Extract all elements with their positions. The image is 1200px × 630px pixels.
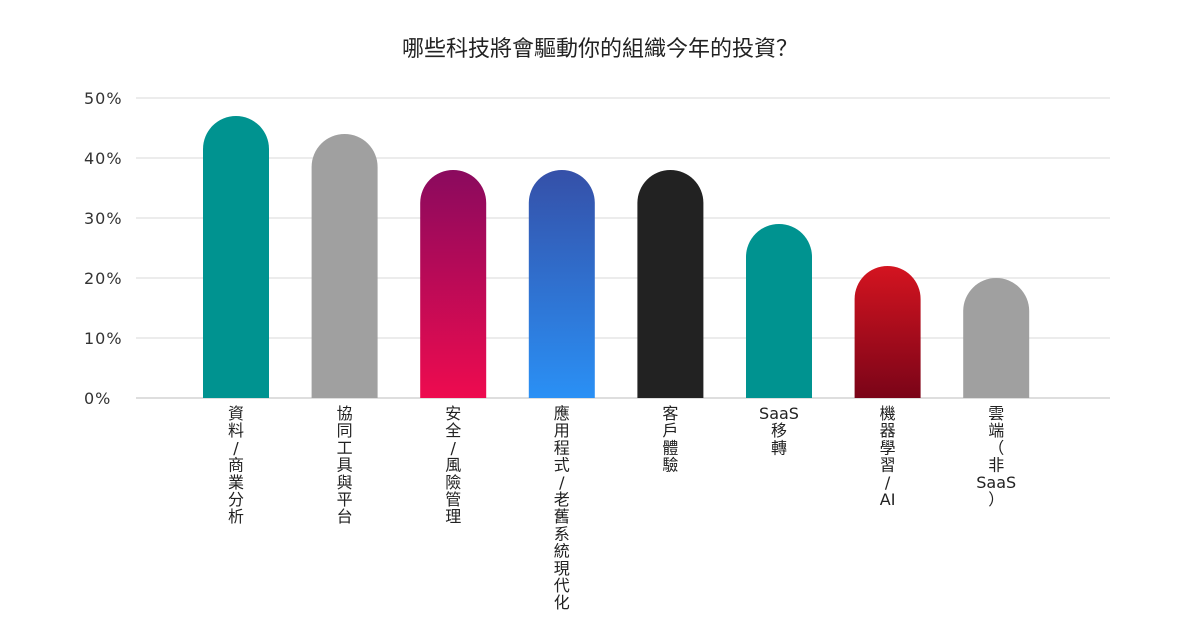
category-label: 雲端（非 SaaS） [976, 404, 1016, 509]
y-tick-label: 20% [84, 269, 123, 288]
chart-title: 哪些科技將會驅動你的組織今年的投資？ [402, 37, 798, 62]
y-tick-label: 10% [84, 329, 123, 348]
bar [203, 116, 269, 399]
bar [528, 170, 595, 398]
bar [963, 278, 1030, 398]
bar-layer [203, 116, 1030, 399]
category-label: 資料/商業分析 [228, 404, 244, 526]
y-tick-label: 0% [84, 389, 111, 408]
y-tick-label: 50% [84, 89, 123, 108]
y-tick-label: 30% [84, 209, 123, 228]
category-label: 客戶體驗 [662, 404, 678, 475]
grid-layer: 0% 10% 20% 30% 40% 50% [84, 89, 1110, 408]
y-tick-label: 40% [84, 149, 123, 168]
category-label: 安全/風險管理 [445, 404, 461, 526]
bar [311, 134, 378, 398]
category-label: SaaS 移轉 [759, 404, 799, 457]
bar [746, 224, 812, 398]
category-label: 協同工具與平台 [337, 404, 353, 526]
category-label-layer: 資料/商業分析 協同工具與平台 安全/風險管理 應用程式/老舊系統現代化 客戶體驗 Saa… [228, 404, 1016, 612]
category-label: 應用程式/老舊系統現代化 [554, 404, 570, 612]
bar [420, 170, 487, 398]
bar [637, 170, 704, 398]
category-label: 機器學習/AI [880, 404, 896, 509]
bar [854, 266, 921, 398]
